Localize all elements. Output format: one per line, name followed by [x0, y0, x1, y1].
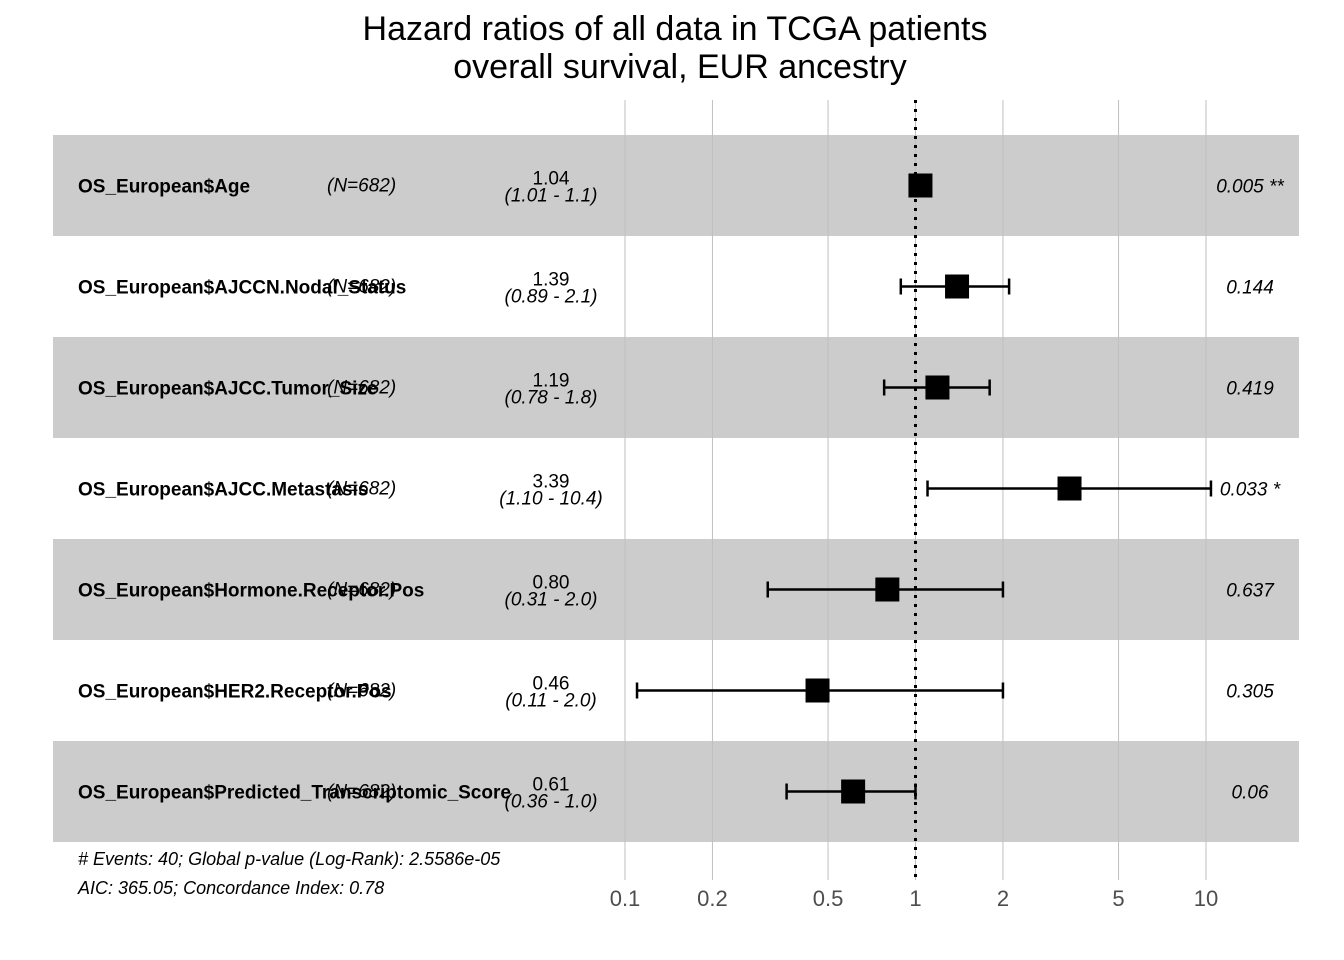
row-ci-label: (1.10 - 10.4) — [499, 489, 603, 510]
row-n-label: (N=682) — [327, 479, 396, 500]
row-band — [53, 539, 1299, 640]
row-hr-label: 0.61 — [533, 775, 570, 796]
row-ci-label: (0.11 - 2.0) — [505, 691, 597, 712]
x-tick-label: 0.5 — [813, 886, 844, 911]
row-variable-label: OS_European$Predicted_Transcriptomic_Sco… — [78, 783, 511, 804]
footer-aic: AIC: 365.05; Concordance Index: 0.78 — [77, 878, 384, 898]
row-hr-label: 0.46 — [533, 674, 570, 695]
row-backgrounds — [53, 135, 1299, 842]
row-labels: OS_European$Age (N=682) 1.04(1.01 - 1.1) 0.… — [78, 169, 1284, 813]
x-tick-label: 0.1 — [610, 886, 641, 911]
hr-point — [875, 577, 900, 602]
row-p-value: 0.144 — [1226, 278, 1274, 299]
row-hr-label: 0.80 — [533, 573, 570, 594]
grid-lines — [624, 100, 1207, 880]
row-hr-label: 1.19 — [533, 371, 570, 392]
chart-title-line-1: Hazard ratios of all data in TCGA patien… — [363, 10, 988, 48]
x-tick-label: 2 — [997, 886, 1009, 911]
row-n-label: (N=682) — [327, 176, 396, 197]
row-p-value: 0.033 * — [1220, 480, 1281, 501]
row-ci-label: (0.36 - 1.0) — [505, 792, 598, 813]
row-variable-label: OS_European$AJCCN.Nodal_Status — [78, 278, 406, 299]
row-p-value: 0.637 — [1226, 581, 1275, 602]
row-hr-label: 1.04 — [533, 169, 570, 190]
hr-point — [841, 779, 866, 804]
row-ci-label: (0.89 - 2.1) — [505, 287, 598, 308]
x-tick-label: 0.2 — [697, 886, 728, 911]
x-tick-label: 5 — [1112, 886, 1124, 911]
row-n-label: (N=682) — [327, 580, 396, 601]
row-n-label: (N=682) — [327, 378, 396, 399]
row-p-value: 0.419 — [1226, 379, 1274, 400]
hazard-ratio-marks — [635, 173, 1213, 804]
footer-events: # Events: 40; Global p-value (Log-Rank):… — [78, 849, 501, 869]
row-hr-label: 3.39 — [533, 472, 570, 493]
row-variable-label: OS_European$AJCC.Tumor_Size — [78, 379, 378, 400]
row-n-label: (N=682) — [327, 277, 396, 298]
row-variable-label: OS_European$Hormone.Receptor.Pos — [78, 581, 424, 602]
row-p-value: 0.005 ** — [1216, 177, 1284, 198]
hr-point — [908, 173, 933, 198]
row-ci-label: (0.78 - 1.8) — [505, 388, 598, 409]
row-p-value: 0.305 — [1226, 682, 1274, 703]
row-variable-label: OS_European$Age — [78, 177, 250, 198]
x-tick-label: 1 — [909, 886, 921, 911]
x-tick-label: 10 — [1194, 886, 1218, 911]
row-band — [53, 135, 1299, 236]
row-hr-label: 1.39 — [533, 270, 570, 291]
row-variable-label: OS_European$HER2.Receptor.Pos — [78, 682, 392, 703]
row-p-value: 0.06 — [1232, 783, 1269, 804]
hr-point — [945, 274, 970, 299]
row-band — [53, 337, 1299, 438]
chart-title-line-2: overall survival, EUR ancestry — [453, 48, 906, 86]
row-ci-label: (0.31 - 2.0) — [505, 590, 598, 611]
row-variable-label: OS_European$AJCC.Metastasis — [78, 480, 368, 501]
hr-point — [925, 375, 950, 400]
hr-point — [805, 678, 830, 703]
row-ci-label: (1.01 - 1.1) — [505, 186, 598, 207]
row-n-label: (N=682) — [327, 782, 396, 803]
x-axis-tick-labels: 0.1 0.2 0.5 1 2 5 10 — [610, 886, 1219, 911]
row-n-label: (N=682) — [327, 681, 396, 702]
hr-point — [1057, 476, 1082, 501]
row-band — [53, 741, 1299, 842]
